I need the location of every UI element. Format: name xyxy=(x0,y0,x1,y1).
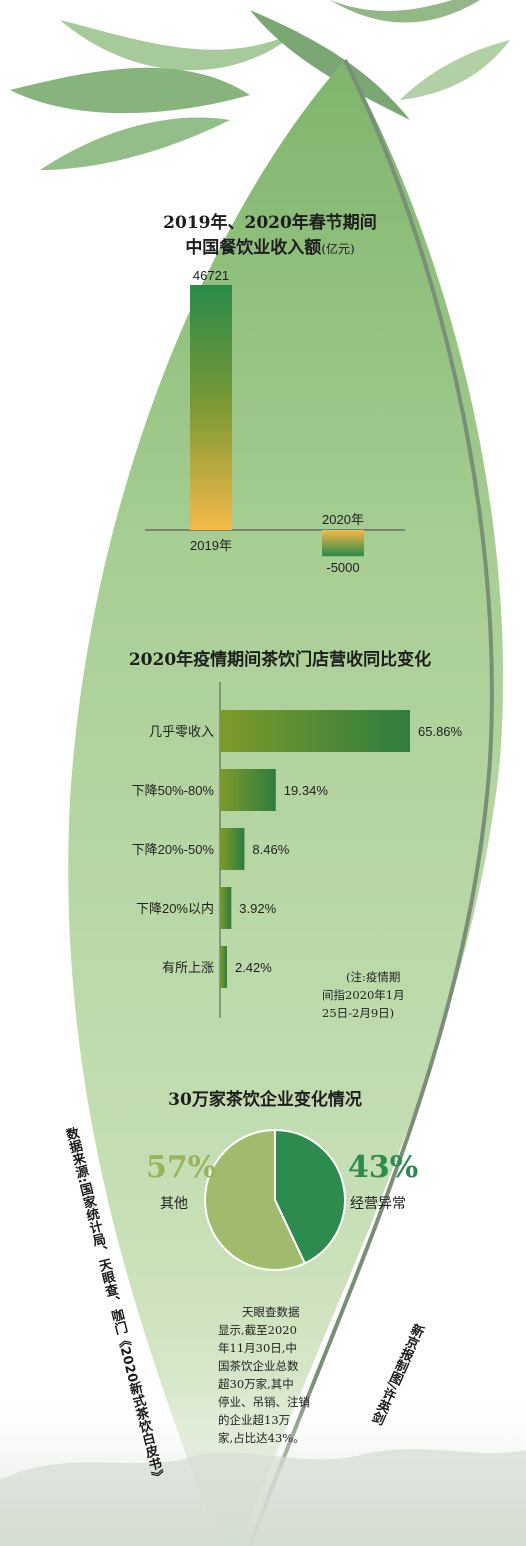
pie-slice-其他 xyxy=(204,1128,307,1271)
chart2-note: (注:疫情期 间指2020年1月 25日-2月9日) xyxy=(322,968,452,1022)
hbar-value-label: 65.86% xyxy=(418,724,463,739)
bar-2020年 xyxy=(322,530,364,557)
hbar-category-label: 下降20%以内 xyxy=(136,901,214,916)
bar-category-label: 2019年 xyxy=(190,538,232,553)
bar-category-label: 2020年 xyxy=(322,512,364,527)
hbar-category-label: 下降20%-50% xyxy=(132,842,215,857)
note-line: 25日-2月9日) xyxy=(322,1006,395,1020)
chart1-title: 2019年、2020年春节期间 中国餐饮业收入额(亿元) xyxy=(120,208,420,258)
note-line: (注:疫情期 xyxy=(346,970,401,984)
bar-value-label: -5000 xyxy=(326,560,359,575)
pie-label-abnormal-pct: 43% xyxy=(348,1150,419,1185)
hbar-2 xyxy=(220,828,245,870)
pie-slice-经营异常 xyxy=(274,1128,346,1265)
paragraph-line: 超30万家,其中 xyxy=(218,1377,294,1391)
bamboo-leaves-decoration xyxy=(10,0,510,170)
pie-label-other-pct: 57% xyxy=(146,1150,217,1185)
paragraph-line: 年11月30日,中 xyxy=(218,1341,297,1355)
pie-label-other: 其他 xyxy=(160,1195,188,1211)
summary-paragraph: 天眼查数据 显示,截至2020 年11月30日,中 国茶饮企业总数 超30万家,… xyxy=(218,1303,333,1447)
hbar-4 xyxy=(220,946,227,988)
chart3-svg xyxy=(204,1128,346,1271)
chart1-title-line1: 2019年、2020年春节期间 xyxy=(163,213,377,233)
paragraph-line: 显示,截至2020 xyxy=(218,1323,297,1337)
paragraph-line: 天眼查数据 xyxy=(242,1305,300,1319)
paragraph-line: 停业、吊销、注销 xyxy=(218,1395,310,1409)
hbar-category-label: 几乎零收入 xyxy=(149,724,214,739)
note-line: 间指2020年1月 xyxy=(322,988,405,1002)
hbar-value-label: 19.34% xyxy=(284,783,329,798)
chart2-svg: 几乎零收入 65.86% 下降50%-80% 19.34% 下降20%-50% 8.46%… xyxy=(132,682,463,1018)
bar-2019年 xyxy=(190,285,232,530)
pie-label-abnormal: 经营异常 xyxy=(350,1195,406,1211)
hbar-value-label: 3.92% xyxy=(239,901,276,916)
main-leaf xyxy=(68,60,504,1546)
hbar-3 xyxy=(220,887,232,929)
hbar-value-label: 2.42% xyxy=(235,960,272,975)
chart3-title: 30万家茶饮企业变化情况 xyxy=(168,1090,362,1110)
hbar-category-label: 有所上涨 xyxy=(162,960,214,975)
paragraph-line: 家,占比达43%。 xyxy=(218,1431,305,1445)
hbar-1 xyxy=(220,769,276,811)
hbar-value-label: 8.46% xyxy=(252,842,289,857)
bar-value-label: 46721 xyxy=(193,268,229,283)
chart2-title: 2020年疫情期间茶饮门店营收同比变化 xyxy=(128,650,432,670)
paragraph-line: 的企业超13万 xyxy=(218,1413,291,1427)
chart1-unit: (亿元) xyxy=(321,242,355,256)
paragraph-line: 国茶饮企业总数 xyxy=(218,1359,299,1373)
hbar-0 xyxy=(220,710,410,752)
chart1-title-line2: 中国餐饮业收入额(亿元) xyxy=(185,238,355,258)
hbar-category-label: 下降50%-80% xyxy=(132,783,215,798)
chart1-svg: 46721 2019年 -5000 2020年 xyxy=(145,268,405,575)
